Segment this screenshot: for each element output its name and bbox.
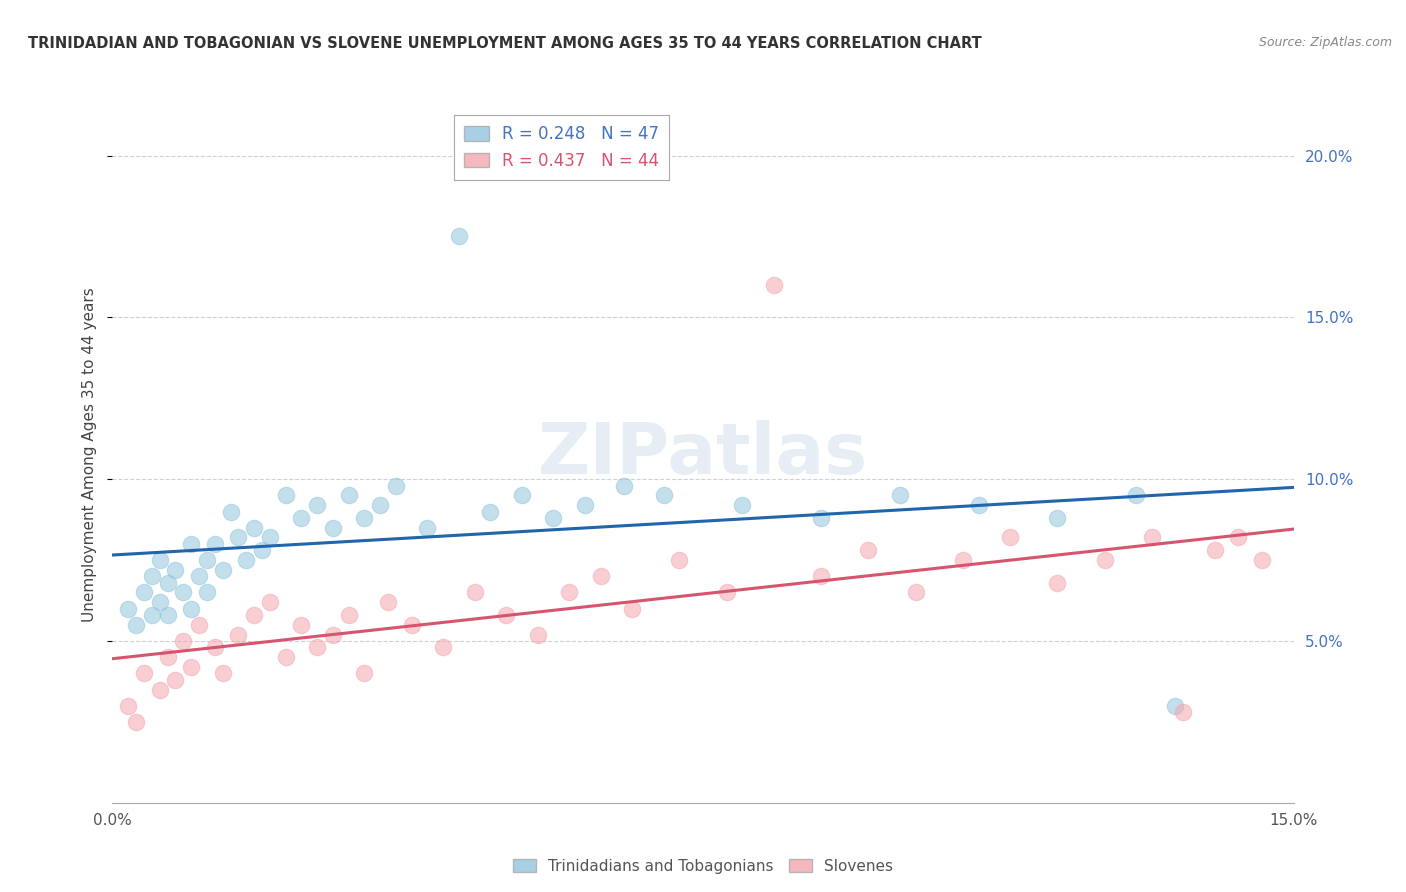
Point: [228, 627, 250, 641]
Point: [172, 634, 194, 648]
Point: [904, 585, 927, 599]
Point: [1204, 543, 1226, 558]
Point: [156, 575, 179, 590]
Point: [117, 601, 139, 615]
Point: [141, 608, 163, 623]
Point: [558, 585, 581, 599]
Point: [495, 608, 517, 623]
Point: [195, 553, 218, 567]
Point: [1125, 488, 1147, 502]
Point: [149, 682, 172, 697]
Point: [219, 504, 242, 518]
Point: [1046, 511, 1069, 525]
Point: [243, 521, 266, 535]
Legend: Trinidadians and Tobagonians, Slovenes: Trinidadians and Tobagonians, Slovenes: [506, 853, 900, 880]
Point: [259, 531, 281, 545]
Point: [235, 553, 257, 567]
Point: [731, 498, 754, 512]
Point: [274, 650, 297, 665]
Point: [204, 640, 226, 655]
Point: [1251, 553, 1274, 567]
Point: [274, 488, 297, 502]
Point: [180, 660, 202, 674]
Point: [322, 521, 344, 535]
Point: [180, 601, 202, 615]
Point: [652, 488, 675, 502]
Point: [307, 640, 329, 655]
Point: [967, 498, 990, 512]
Point: [165, 673, 187, 687]
Point: [353, 666, 375, 681]
Point: [204, 537, 226, 551]
Point: [1094, 553, 1116, 567]
Point: [716, 585, 738, 599]
Point: [337, 608, 360, 623]
Point: [290, 511, 312, 525]
Point: [1173, 705, 1195, 719]
Point: [479, 504, 502, 518]
Text: ZIPatlas: ZIPatlas: [538, 420, 868, 490]
Point: [141, 569, 163, 583]
Point: [180, 537, 202, 551]
Point: [1164, 698, 1187, 713]
Point: [762, 278, 785, 293]
Point: [125, 617, 148, 632]
Text: TRINIDADIAN AND TOBAGONIAN VS SLOVENE UNEMPLOYMENT AMONG AGES 35 TO 44 YEARS COR: TRINIDADIAN AND TOBAGONIAN VS SLOVENE UN…: [28, 36, 981, 51]
Point: [188, 569, 211, 583]
Point: [510, 488, 533, 502]
Point: [589, 569, 612, 583]
Point: [156, 608, 179, 623]
Point: [432, 640, 454, 655]
Point: [195, 585, 218, 599]
Point: [243, 608, 266, 623]
Point: [1140, 531, 1163, 545]
Point: [250, 543, 273, 558]
Legend: R = 0.248   N = 47, R = 0.437   N = 44: R = 0.248 N = 47, R = 0.437 N = 44: [454, 115, 669, 179]
Point: [1046, 575, 1069, 590]
Point: [337, 488, 360, 502]
Point: [998, 531, 1021, 545]
Point: [353, 511, 375, 525]
Point: [464, 585, 486, 599]
Point: [132, 666, 155, 681]
Point: [952, 553, 974, 567]
Point: [1227, 531, 1250, 545]
Point: [211, 563, 233, 577]
Point: [132, 585, 155, 599]
Point: [165, 563, 187, 577]
Point: [858, 543, 880, 558]
Point: [259, 595, 281, 609]
Point: [574, 498, 596, 512]
Point: [149, 553, 172, 567]
Text: Source: ZipAtlas.com: Source: ZipAtlas.com: [1258, 36, 1392, 49]
Point: [156, 650, 179, 665]
Point: [322, 627, 344, 641]
Point: [543, 511, 565, 525]
Point: [377, 595, 399, 609]
Point: [621, 601, 644, 615]
Point: [149, 595, 172, 609]
Point: [526, 627, 548, 641]
Point: [211, 666, 233, 681]
Point: [307, 498, 329, 512]
Point: [889, 488, 911, 502]
Point: [368, 498, 391, 512]
Point: [228, 531, 250, 545]
Point: [447, 229, 470, 244]
Point: [668, 553, 690, 567]
Point: [810, 569, 832, 583]
Point: [385, 478, 408, 492]
Point: [810, 511, 832, 525]
Point: [613, 478, 636, 492]
Point: [416, 521, 439, 535]
Point: [188, 617, 211, 632]
Point: [290, 617, 312, 632]
Y-axis label: Unemployment Among Ages 35 to 44 years: Unemployment Among Ages 35 to 44 years: [82, 287, 97, 623]
Point: [401, 617, 423, 632]
Point: [117, 698, 139, 713]
Point: [125, 714, 148, 729]
Point: [172, 585, 194, 599]
